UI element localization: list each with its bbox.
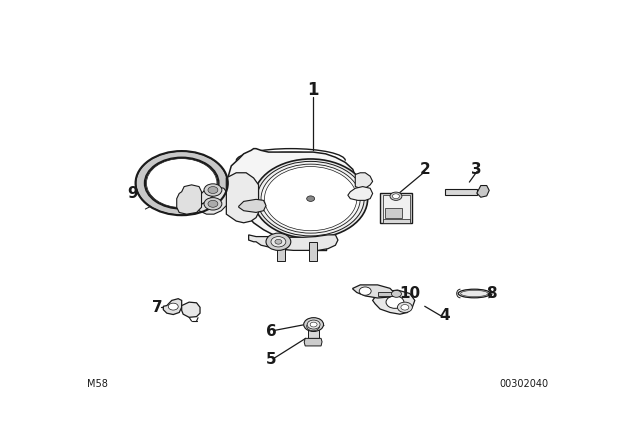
Polygon shape <box>182 302 200 317</box>
Circle shape <box>208 200 218 207</box>
Circle shape <box>257 161 364 236</box>
Text: M58: M58 <box>87 379 108 389</box>
Circle shape <box>386 296 404 308</box>
Circle shape <box>275 239 282 244</box>
Circle shape <box>271 237 286 247</box>
Circle shape <box>310 322 317 327</box>
Text: 1: 1 <box>307 81 319 99</box>
Bar <box>445 189 477 194</box>
Circle shape <box>264 167 356 231</box>
Circle shape <box>392 290 401 297</box>
Circle shape <box>261 164 360 233</box>
Circle shape <box>253 159 368 238</box>
Text: 6: 6 <box>266 324 276 339</box>
Circle shape <box>147 159 217 207</box>
Polygon shape <box>348 186 372 200</box>
Circle shape <box>204 184 222 196</box>
Text: 8: 8 <box>486 286 497 301</box>
Polygon shape <box>163 299 182 314</box>
Circle shape <box>168 303 178 310</box>
Bar <box>308 319 319 338</box>
Circle shape <box>307 322 319 331</box>
Polygon shape <box>249 235 338 250</box>
Bar <box>378 292 396 296</box>
Text: 2: 2 <box>419 162 430 177</box>
Circle shape <box>392 194 399 198</box>
Circle shape <box>397 302 412 313</box>
Polygon shape <box>304 338 322 346</box>
Circle shape <box>204 198 222 210</box>
Circle shape <box>401 305 409 310</box>
Text: 9: 9 <box>127 186 138 201</box>
Circle shape <box>307 196 315 202</box>
Polygon shape <box>227 149 355 242</box>
Ellipse shape <box>458 289 490 298</box>
Circle shape <box>208 186 218 194</box>
Bar <box>380 194 412 223</box>
Bar <box>383 195 410 221</box>
Circle shape <box>307 320 320 329</box>
Polygon shape <box>196 186 227 214</box>
Bar <box>385 208 403 218</box>
Circle shape <box>136 151 227 215</box>
Polygon shape <box>177 185 202 214</box>
Polygon shape <box>239 199 266 212</box>
Circle shape <box>266 233 291 250</box>
Bar <box>309 242 317 261</box>
Text: 3: 3 <box>472 162 482 177</box>
Polygon shape <box>477 185 489 197</box>
Polygon shape <box>227 173 259 223</box>
Ellipse shape <box>461 290 488 297</box>
Text: 7: 7 <box>152 300 162 315</box>
Text: 5: 5 <box>266 352 276 366</box>
Bar <box>277 242 285 261</box>
Polygon shape <box>372 290 415 314</box>
Text: 4: 4 <box>439 308 450 323</box>
Circle shape <box>304 318 324 332</box>
Polygon shape <box>355 173 372 188</box>
Circle shape <box>145 157 219 209</box>
Text: 00302040: 00302040 <box>499 379 548 389</box>
Text: 10: 10 <box>399 286 420 301</box>
Polygon shape <box>353 285 395 298</box>
Circle shape <box>359 287 371 295</box>
Circle shape <box>390 192 402 200</box>
Bar <box>383 219 410 223</box>
